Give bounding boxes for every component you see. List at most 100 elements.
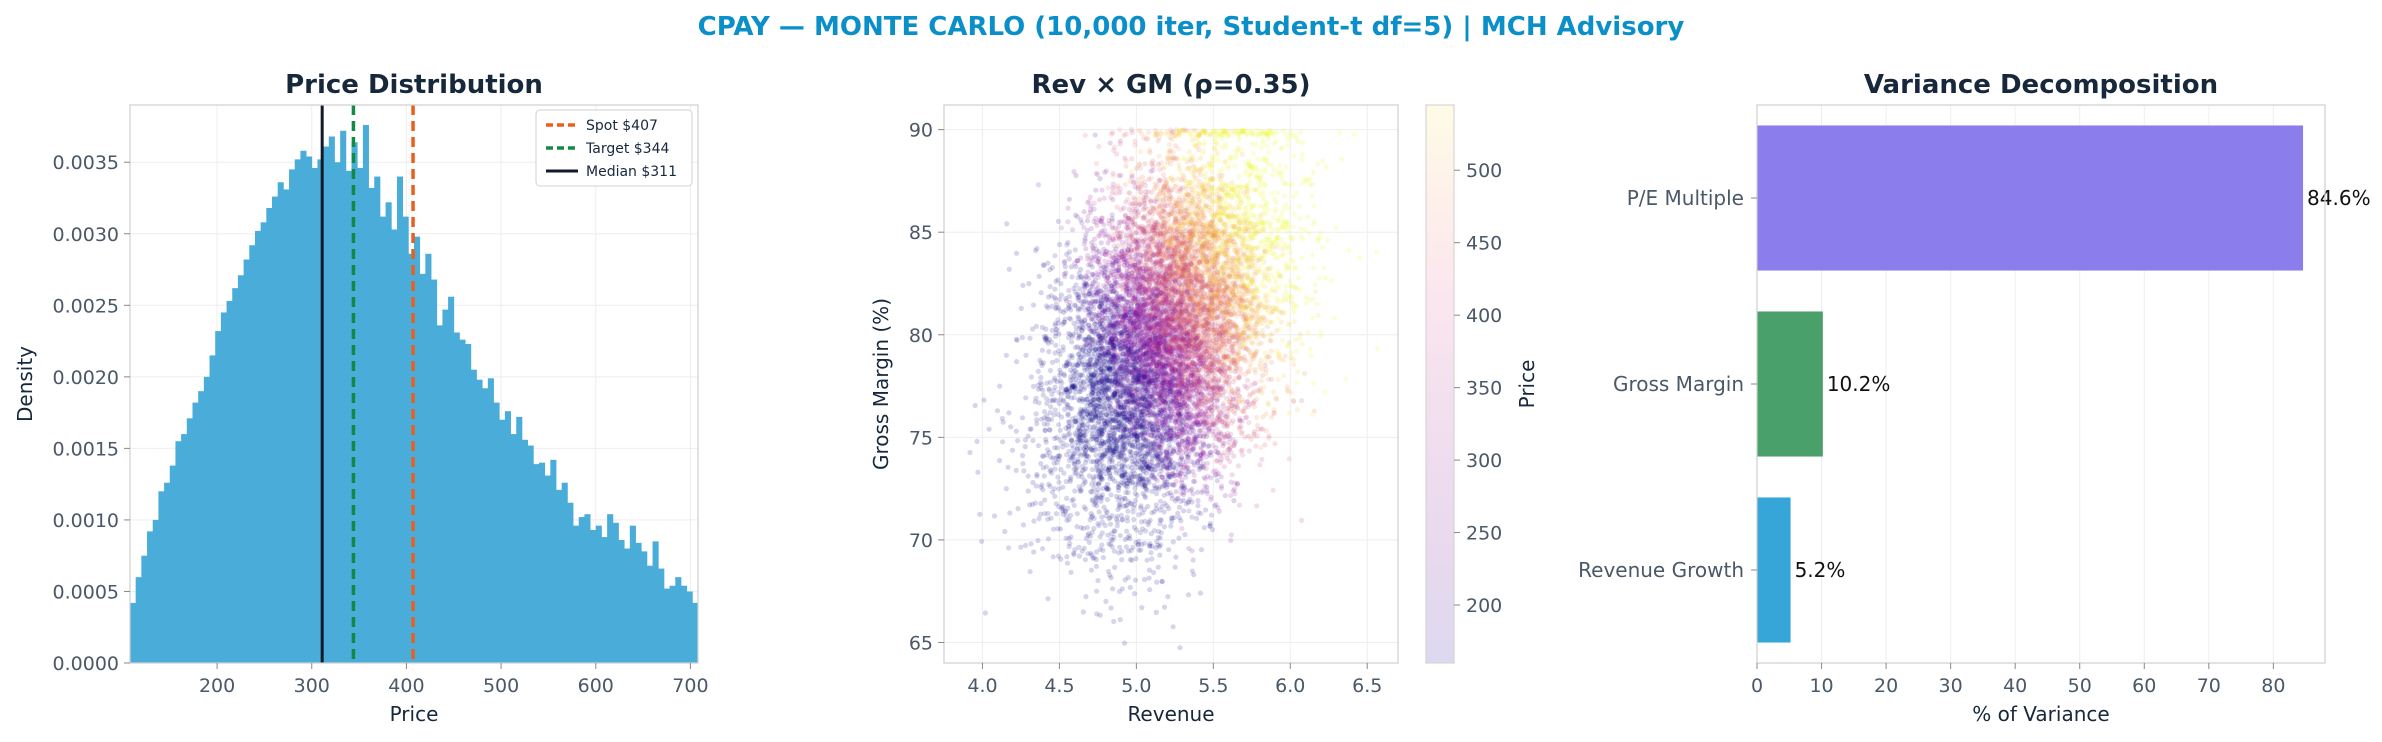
hist-bar <box>289 169 296 663</box>
scatter-point <box>1069 227 1076 233</box>
scatter-point <box>1098 462 1104 468</box>
hist-bar <box>272 196 279 664</box>
scatter-point <box>1119 273 1125 279</box>
scatter-point <box>1122 312 1128 318</box>
scatter-point <box>1150 391 1156 397</box>
hist-bar <box>470 369 477 663</box>
scatter-point <box>1083 246 1089 252</box>
hist-bar <box>482 388 489 663</box>
scatter-point <box>1229 243 1235 249</box>
hist-bar <box>658 568 665 663</box>
scatter-point <box>1023 395 1029 401</box>
scatter-point <box>1189 186 1195 193</box>
scatter-point <box>1227 325 1233 331</box>
scatter-point <box>1209 422 1215 428</box>
scatter-point <box>1019 335 1025 341</box>
scatter-point <box>1254 335 1260 342</box>
scatter-point <box>1175 386 1182 392</box>
scatter-point <box>1196 303 1202 309</box>
scatter-point <box>1218 299 1224 305</box>
scatter-point <box>1209 255 1215 261</box>
scatter-point <box>1117 617 1123 623</box>
scatter-point <box>1161 455 1168 461</box>
scatter-point <box>1209 408 1215 414</box>
scatter-point <box>1289 181 1295 187</box>
scatter-point <box>1268 348 1274 354</box>
scatter-point <box>1042 510 1048 517</box>
scatter-point <box>1170 539 1176 545</box>
scatter-point <box>1109 298 1115 305</box>
scatter-point <box>1157 337 1163 343</box>
scatter-point <box>1153 397 1159 403</box>
scatter-point <box>1213 420 1219 426</box>
hist-bar <box>448 296 455 663</box>
scatter-point <box>1108 418 1114 424</box>
scatter-point <box>1212 146 1218 152</box>
scatter-point <box>1193 272 1199 278</box>
scatter-point <box>1117 323 1123 329</box>
hist-bar <box>357 167 364 663</box>
scatter-point <box>1167 324 1173 330</box>
scatter-point <box>1085 305 1091 311</box>
hist-bar <box>147 531 154 663</box>
scatter-point <box>1124 528 1130 534</box>
scatter-point <box>1153 220 1159 226</box>
scatter-point <box>1298 129 1304 135</box>
legend-target-label: Target $344 <box>585 141 669 157</box>
scatter-point <box>1217 281 1223 287</box>
scatter-point <box>1084 227 1091 233</box>
scatter-point <box>1015 506 1021 512</box>
scatter-point <box>1127 416 1133 422</box>
scatter-point <box>1195 413 1202 419</box>
scatter-point <box>1018 544 1024 550</box>
scatter-point <box>1142 333 1148 339</box>
scatter-point <box>1275 190 1281 196</box>
scatter-point <box>1170 482 1177 488</box>
scatter-point <box>1131 321 1137 327</box>
scatter-point <box>1140 274 1146 280</box>
scatter-point <box>1189 153 1195 159</box>
scatter-point <box>1107 319 1113 326</box>
scatter-point <box>1181 357 1187 363</box>
scatter-point <box>1090 374 1096 380</box>
scatter-point <box>1191 307 1197 313</box>
scatter-point <box>1180 359 1186 365</box>
scatter-point <box>1135 402 1141 408</box>
scatter-point <box>1186 424 1193 430</box>
hist-bar <box>538 462 546 663</box>
scatter-point <box>1213 140 1219 146</box>
scatter-point <box>1214 450 1221 456</box>
scatter-point <box>1211 355 1217 361</box>
scatter-point <box>1110 288 1116 295</box>
scatter-point <box>1245 291 1252 297</box>
hist-x-tick-label: 200 <box>199 675 235 697</box>
scatter-point <box>1104 287 1110 293</box>
scatter-point <box>1188 261 1195 267</box>
scatter-point <box>1005 464 1011 470</box>
scatter-point <box>1125 396 1131 402</box>
hist-bar <box>254 230 262 663</box>
scatter-point <box>1158 381 1165 387</box>
scatter-point <box>1172 327 1178 333</box>
scatter-point <box>1110 537 1116 543</box>
scatter-point <box>1152 314 1158 320</box>
scatter-point <box>972 402 978 409</box>
scatter-point <box>1213 292 1219 299</box>
scatter-point <box>1148 308 1154 314</box>
scatter-point <box>1136 319 1142 325</box>
scatter-point <box>1236 399 1242 405</box>
scatter-point <box>1128 247 1134 253</box>
scatter-point <box>1104 377 1110 383</box>
scatter-point <box>1270 487 1276 493</box>
hist-bar <box>493 402 500 663</box>
scatter-point <box>1183 305 1189 311</box>
scatter-point <box>1172 318 1178 324</box>
hist-bar <box>266 208 273 663</box>
scatter-point <box>1081 241 1087 247</box>
scatter-point <box>1158 263 1165 269</box>
scatter-point <box>1146 567 1153 573</box>
scatter-point <box>1127 268 1133 274</box>
scatter-point <box>1274 348 1280 354</box>
scatter-point <box>1200 222 1206 228</box>
scatter-point <box>1206 284 1212 290</box>
